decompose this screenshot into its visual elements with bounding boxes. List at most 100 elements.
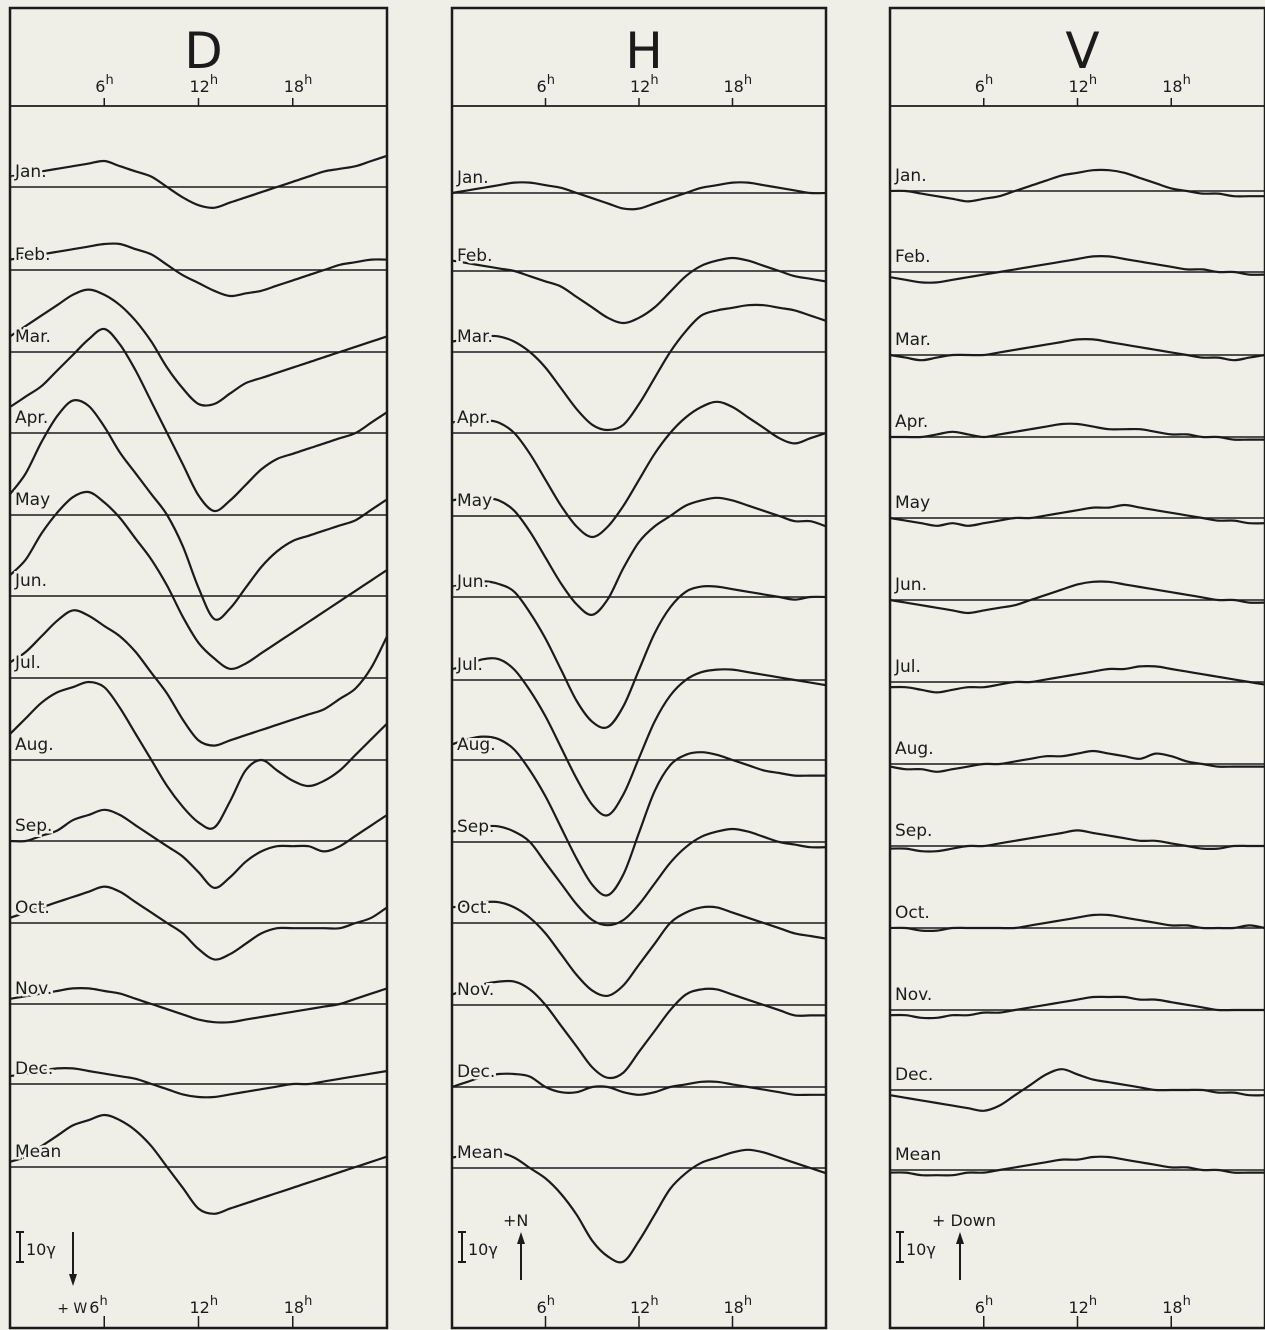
series-label: Aug. [15, 735, 54, 755]
series-label-halo: Oct. [895, 903, 930, 923]
series-label-halo: Dec. [895, 1065, 933, 1085]
tick-number: 6 [89, 1298, 99, 1317]
direction-arrowhead [69, 1274, 77, 1286]
series-line [9, 288, 388, 407]
series-label-halo: Apr. [895, 412, 928, 432]
series-label: Jul. [14, 653, 41, 673]
series-label: Mar. [895, 330, 931, 350]
tick-suffix: h [99, 1294, 107, 1309]
series-line [889, 1155, 1265, 1177]
series-label-halo: Aug. [457, 735, 496, 755]
tick-suffix: h [650, 73, 658, 88]
series-line [9, 680, 388, 830]
series-line [889, 995, 1265, 1020]
panel-frame [888, 6, 1265, 1330]
series-line [9, 609, 388, 747]
x-tick-label: 12h [1069, 73, 1098, 96]
series-label-halo: Apr. [15, 408, 48, 428]
tick-suffix: h [304, 1294, 312, 1309]
tick-number: 6 [95, 77, 105, 96]
panel-h: H6h6h12h12h18h18hJan.Jan.Feb.Feb.Mar.Mar… [450, 6, 828, 1330]
series-label: Sep. [457, 817, 494, 837]
series-label: Nov. [895, 985, 932, 1005]
x-tick-label: 18h [1162, 1294, 1191, 1317]
arrow-label: +N [503, 1211, 528, 1230]
series-label-halo: Oct. [15, 898, 50, 918]
series-label-halo: Mar. [895, 330, 931, 350]
tick-number: 12 [630, 1298, 650, 1317]
series-line [889, 255, 1265, 284]
series-label: May [895, 493, 930, 513]
series-line [9, 327, 388, 513]
series-label: Jan. [894, 166, 927, 186]
series-label-halo: Jul. [14, 653, 41, 673]
series-line [9, 1113, 388, 1215]
series-label-halo: Aug. [15, 735, 54, 755]
x-tick-label: + W 6h [57, 1294, 107, 1317]
tick-number: 6 [537, 77, 547, 96]
series-label: Aug. [457, 735, 496, 755]
series-label: Aug. [895, 739, 934, 759]
series-label: Mean [895, 1145, 941, 1165]
x-tick-label: 6h [975, 73, 993, 96]
series-line [451, 496, 827, 616]
tick-suffix: h [744, 73, 752, 88]
series-line [9, 154, 388, 209]
tick-number: 12 [1069, 1298, 1089, 1317]
series-label-halo: Aug. [895, 739, 934, 759]
scale-label: 10γ [468, 1240, 498, 1259]
series-label-halo: Apr. [457, 408, 490, 428]
series-label-halo: Mar. [457, 327, 493, 347]
series-label: Mar. [457, 327, 493, 347]
series-line [451, 303, 827, 432]
series-line [9, 490, 388, 671]
tick-number: 6 [975, 1298, 985, 1317]
series-label-halo: Jan. [456, 168, 489, 188]
panel-v: V6h6h12h12h18h18hJan.Jan.Feb.Feb.Mar.Mar… [888, 6, 1265, 1330]
x-tick-label: 6h [95, 73, 113, 96]
series-label-halo: Feb. [895, 247, 931, 267]
series-line [889, 749, 1265, 773]
series-label: Nov. [15, 979, 52, 999]
series-label: Dec. [895, 1065, 933, 1085]
series-label: Jul. [456, 655, 483, 675]
series-label-halo: Jan. [14, 162, 47, 182]
x-tick-label: 6h [537, 1294, 555, 1317]
tick-suffix: h [985, 73, 993, 88]
tick-suffix: h [1089, 1294, 1097, 1309]
series-label-halo: Jun. [456, 572, 489, 592]
panel-title: V [1065, 22, 1099, 80]
tick-suffix: h [985, 1294, 993, 1309]
series-label-halo: May [895, 493, 930, 513]
series-label: Feb. [895, 247, 931, 267]
series-label: Sep. [15, 816, 52, 836]
series-label: Oct. [457, 898, 492, 918]
panel-title: H [625, 22, 663, 80]
x-tick-label: 18h [284, 73, 313, 96]
tick-number: 18 [1162, 77, 1182, 96]
scale-label: 10γ [26, 1240, 56, 1259]
x-tick-label: 12h [190, 73, 219, 96]
series-label: Jun. [14, 571, 47, 591]
x-tick-label: 12h [630, 1294, 659, 1317]
series-line [451, 1148, 827, 1264]
series-label-halo: Feb. [15, 245, 51, 265]
series-label-halo: Oct. [457, 898, 492, 918]
x-tick-label: 6h [975, 1294, 993, 1317]
scale-label: 10γ [906, 1240, 936, 1259]
series-label: Nov. [457, 980, 494, 1000]
series-label: Mean [15, 1142, 61, 1162]
series-label-halo: Dec. [15, 1059, 53, 1079]
series-label-halo: Mean [457, 1143, 503, 1163]
series-line [451, 1072, 826, 1097]
series-line [9, 398, 388, 621]
tick-suffix: h [650, 1294, 658, 1309]
series-label: Jun. [456, 572, 489, 592]
tick-suffix: h [547, 1294, 555, 1309]
series-label: May [457, 491, 492, 511]
tick-number: 12 [190, 77, 210, 96]
series-line [889, 338, 1265, 362]
series-label-halo: Dec. [457, 1062, 495, 1082]
panel-title: D [184, 22, 223, 80]
series-line [889, 580, 1265, 615]
